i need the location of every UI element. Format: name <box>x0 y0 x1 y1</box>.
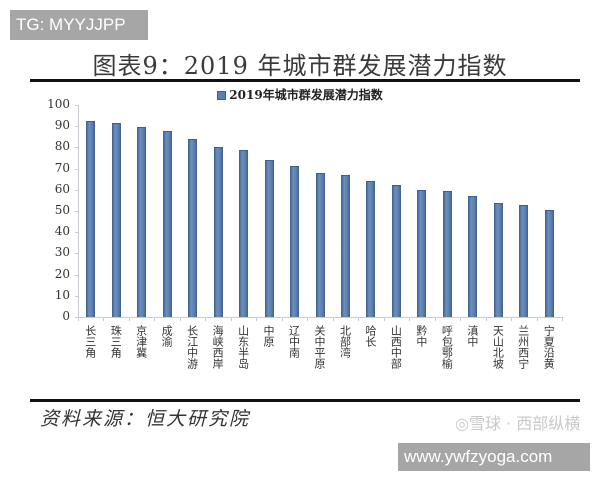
bar-11 <box>340 174 350 317</box>
y-tick-label: 50 <box>54 203 70 217</box>
bar-1 <box>86 120 96 317</box>
x-category-label: 山西中部 <box>389 325 403 369</box>
x-category-label: 辽中南 <box>287 325 301 358</box>
y-tick-mark <box>75 147 78 149</box>
y-tick-mark <box>75 211 78 212</box>
bar-chart-plot: 0 10 20 30 40 50 60 70 80 90 100 长三角 珠三角 京津冀 成渝 长江中游 海峡西… <box>47 97 563 369</box>
x-tick-mark <box>230 317 232 321</box>
x-category-label: 哈长 <box>363 325 377 347</box>
x-tick-mark <box>434 317 436 321</box>
tg-watermark-badge: TG: MYYJJPP <box>10 10 148 40</box>
bottom-rule-divider <box>30 399 580 402</box>
y-tick-mark <box>75 274 78 276</box>
bar-3 <box>137 127 147 317</box>
x-axis <box>78 317 562 318</box>
x-tick-mark <box>332 317 334 321</box>
y-tick-mark <box>75 253 78 255</box>
y-axis <box>78 105 79 317</box>
bar-12 <box>366 180 376 317</box>
y-tick-label: 70 <box>54 160 70 175</box>
bar-10 <box>315 173 325 317</box>
x-category-label: 珠三角 <box>109 325 123 358</box>
x-category-label: 宁夏沿黄 <box>542 325 556 369</box>
bar-8 <box>264 160 274 317</box>
x-tick-mark <box>511 317 513 321</box>
x-category-label: 山东半岛 <box>236 325 250 369</box>
x-category-label: 京津冀 <box>134 325 148 358</box>
bar-4 <box>162 131 172 317</box>
y-tick-label: 60 <box>54 181 70 196</box>
y-tick-mark <box>75 189 78 191</box>
bar-6 <box>213 147 223 317</box>
x-category-label: 海峡西岸 <box>211 325 225 369</box>
x-category-label: 兰州西宁 <box>516 325 530 369</box>
site-watermark-badge: www.ywfzyoga.com <box>398 443 590 471</box>
y-tick-label: 100 <box>47 97 70 111</box>
x-category-label: 长三角 <box>83 325 97 358</box>
x-category-label: 天山北坡 <box>491 325 505 369</box>
x-tick-mark <box>383 317 385 321</box>
x-tick-mark <box>562 317 563 321</box>
x-tick-mark <box>154 317 156 321</box>
bar-14 <box>417 190 427 317</box>
bar-19 <box>544 209 554 317</box>
x-category-label: 北部湾 <box>338 325 352 358</box>
bar-7 <box>239 149 249 317</box>
x-category-label: 滇中 <box>465 325 479 347</box>
y-tick-mark <box>75 126 78 128</box>
x-category-label: 黔中 <box>414 325 428 347</box>
x-tick-mark <box>103 317 105 321</box>
bar-13 <box>391 184 401 317</box>
x-tick-mark <box>78 317 79 321</box>
bar-9 <box>290 166 300 317</box>
y-tick-label: 40 <box>54 224 70 239</box>
y-tick-label: 80 <box>54 139 70 154</box>
x-category-label: 成渝 <box>160 325 174 347</box>
x-tick-mark <box>409 317 411 321</box>
y-tick-mark <box>75 105 78 106</box>
source-note: 资料来源：恒大研究院 <box>40 408 251 430</box>
x-category-label: 呼包鄂榆 <box>440 325 454 369</box>
x-category-label: 关中平原 <box>313 325 326 369</box>
figure-title: 图表9：2019 年城市群发展潜力指数 <box>92 52 508 80</box>
bar-17 <box>493 202 503 317</box>
xueqiu-watermark: ◎雪球 · 西部纵横 <box>455 414 581 433</box>
legend-swatch-icon <box>217 91 227 100</box>
legend-label: 2019年城市群发展潜力指数 <box>229 88 383 102</box>
x-tick-mark <box>358 317 360 321</box>
x-tick-mark <box>128 317 130 321</box>
x-category-label: 中原 <box>262 325 276 347</box>
bar-16 <box>468 195 478 317</box>
y-tick-mark <box>75 295 78 297</box>
bar-18 <box>519 205 529 317</box>
x-tick-mark <box>307 317 309 321</box>
chart-legend: 2019年城市群发展潜力指数 <box>0 86 600 103</box>
x-tick-mark <box>256 317 258 321</box>
y-tick-mark <box>75 232 78 234</box>
top-rule-divider <box>30 79 580 82</box>
x-category-label: 长江中游 <box>185 325 199 369</box>
x-tick-mark <box>179 317 181 321</box>
y-tick-label: 30 <box>54 245 70 260</box>
x-tick-mark <box>205 317 207 321</box>
x-tick-mark <box>536 317 538 321</box>
y-tick-label: 0 <box>62 309 70 323</box>
y-tick-label: 90 <box>54 118 70 133</box>
y-tick-mark <box>75 168 78 170</box>
y-tick-label: 10 <box>54 287 70 302</box>
y-tick-label: 20 <box>54 266 70 281</box>
x-tick-mark <box>485 317 487 321</box>
x-tick-mark <box>460 317 462 321</box>
bar-2 <box>111 123 121 317</box>
bar-15 <box>442 191 452 317</box>
y-tick-mark <box>75 317 78 318</box>
bar-5 <box>188 138 198 317</box>
x-tick-mark <box>281 317 283 321</box>
